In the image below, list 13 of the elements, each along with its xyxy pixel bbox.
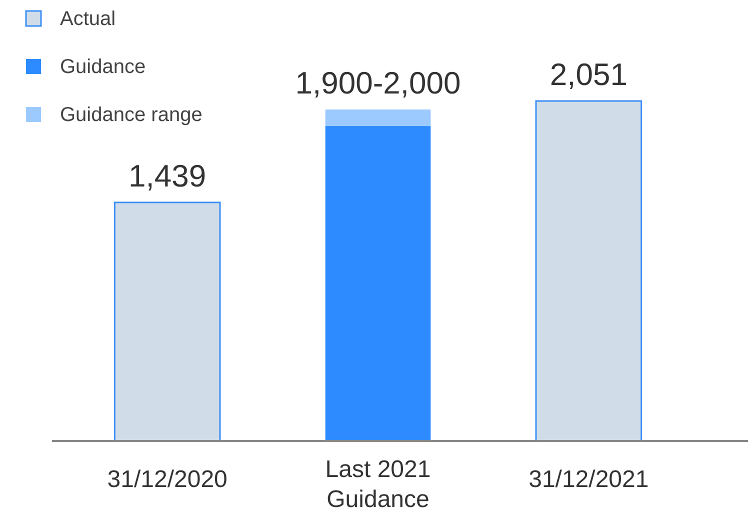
data-label: 2,051	[550, 57, 628, 92]
bar	[535, 100, 642, 442]
bar	[325, 126, 431, 441]
data-label: 1,900-2,000	[295, 65, 461, 100]
x-tick-label: 31/12/2020	[107, 466, 228, 493]
bar	[325, 109, 431, 126]
legend-label: Actual	[60, 8, 116, 30]
x-tick-label: Last 2021 Guidance	[325, 456, 431, 513]
bar	[114, 202, 221, 442]
legend-label: Guidance	[60, 56, 146, 78]
x-tick-label: 31/12/2021	[528, 466, 649, 493]
legend-label: Guidance range	[60, 104, 202, 126]
data-label: 1,439	[128, 158, 206, 194]
